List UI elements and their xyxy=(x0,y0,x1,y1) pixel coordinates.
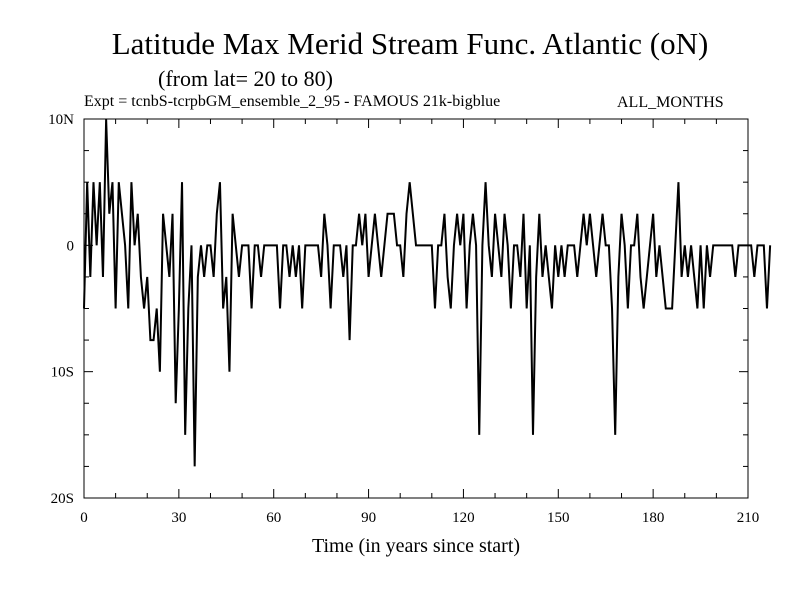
y-tick-label: 0 xyxy=(67,238,75,254)
x-tick-label: 0 xyxy=(80,510,88,526)
x-tick-label: 30 xyxy=(171,510,186,526)
chart-title: Latitude Max Merid Stream Func. Atlantic… xyxy=(111,26,709,61)
x-tick-label: 210 xyxy=(737,510,760,526)
y-axis-tick-labels: 10N 0 10S 20S xyxy=(48,112,74,507)
y-tick-label: 10S xyxy=(51,365,74,381)
x-tick-label: 90 xyxy=(361,510,376,526)
axis-ticks xyxy=(83,118,749,499)
y-tick-label: 10N xyxy=(48,112,74,128)
x-axis-tick-labels: 0 30 60 90 120 150 180 210 xyxy=(80,510,759,526)
x-tick-label: 150 xyxy=(547,510,570,526)
x-axis-label: Time (in years since start) xyxy=(312,535,520,557)
x-tick-label: 60 xyxy=(266,510,281,526)
y-tick-label: 20S xyxy=(51,491,74,507)
series-line xyxy=(83,118,772,467)
chart-subtitle: (from lat= 20 to 80) xyxy=(158,66,333,91)
experiment-label: Expt = tcnbS-tcrpbGM_ensemble_2_95 - FAM… xyxy=(84,93,501,110)
x-tick-label: 120 xyxy=(452,510,475,526)
x-tick-label: 180 xyxy=(642,510,665,526)
period-label: ALL_MONTHS xyxy=(617,94,724,111)
